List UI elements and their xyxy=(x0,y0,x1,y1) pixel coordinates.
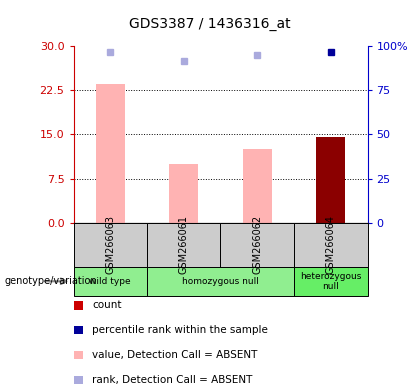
Text: rank, Detection Call = ABSENT: rank, Detection Call = ABSENT xyxy=(92,375,253,384)
Bar xyxy=(316,137,346,223)
Text: GSM266063: GSM266063 xyxy=(105,215,115,274)
Text: GSM266061: GSM266061 xyxy=(179,215,189,274)
Bar xyxy=(96,84,125,223)
Text: percentile rank within the sample: percentile rank within the sample xyxy=(92,325,268,335)
Text: count: count xyxy=(92,300,122,310)
Text: GDS3387 / 1436316_at: GDS3387 / 1436316_at xyxy=(129,17,291,31)
Text: GSM266064: GSM266064 xyxy=(326,215,336,274)
Text: homozygous null: homozygous null xyxy=(182,277,259,286)
Text: wild type: wild type xyxy=(89,277,131,286)
Text: value, Detection Call = ABSENT: value, Detection Call = ABSENT xyxy=(92,350,258,360)
Bar xyxy=(243,149,272,223)
Bar xyxy=(169,164,199,223)
Text: GSM266062: GSM266062 xyxy=(252,215,262,274)
Text: heterozygous
null: heterozygous null xyxy=(300,271,362,291)
Text: genotype/variation: genotype/variation xyxy=(4,276,97,286)
